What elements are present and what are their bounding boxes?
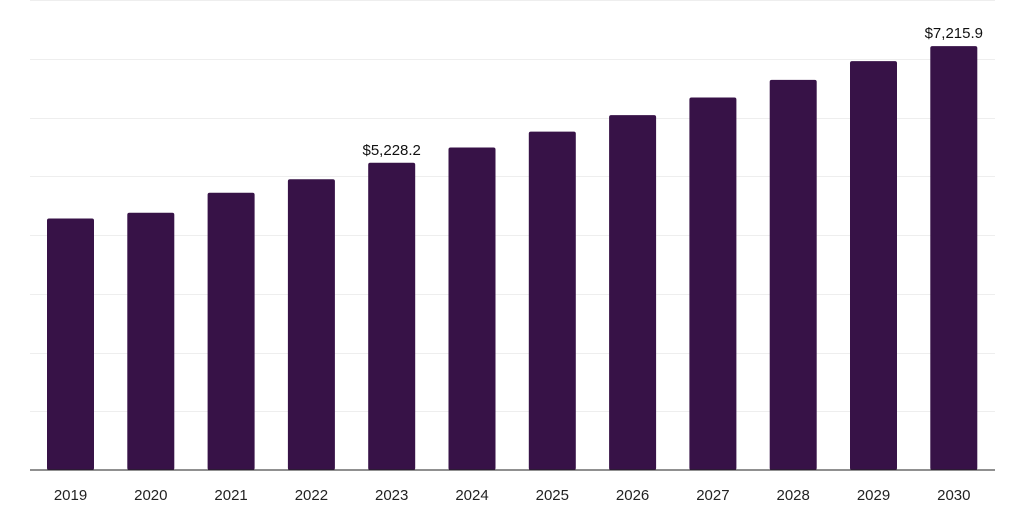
bar-2024 <box>448 147 496 470</box>
bar-2023 <box>368 162 416 471</box>
bars <box>47 46 978 471</box>
x-tick-label: 2028 <box>777 487 810 504</box>
x-tick-label: 2026 <box>616 487 649 504</box>
bar-2030 <box>930 46 978 470</box>
bar-2028 <box>769 79 817 471</box>
x-tick-label: 2021 <box>214 487 247 504</box>
bar-2019 <box>47 218 94 470</box>
x-tick-label: 2027 <box>696 487 729 504</box>
bar-2025 <box>528 131 576 470</box>
x-tick-label: 2025 <box>536 487 569 504</box>
bar-2029 <box>850 61 897 470</box>
data-labels: $5,228.2 $7,215.9 <box>363 25 983 159</box>
bar-2022 <box>287 179 335 470</box>
x-tick-label: 2022 <box>295 487 328 504</box>
x-tick-label: 2030 <box>937 487 970 504</box>
x-tick-label: 2019 <box>54 487 87 504</box>
data-label: $5,228.2 <box>363 142 421 159</box>
x-tick-label: 2029 <box>857 487 890 504</box>
x-axis-ticks: 2019 2020 2021 2022 2023 2024 2025 2026 2027 2028… <box>54 487 971 504</box>
bar-2027 <box>689 97 737 470</box>
x-tick-label: 2024 <box>455 487 488 504</box>
x-tick-label: 2020 <box>134 487 167 504</box>
gridlines <box>30 0 995 412</box>
x-tick-label: 2023 <box>375 487 408 504</box>
bar-2021 <box>207 192 255 470</box>
bar-2026 <box>609 115 657 470</box>
data-label: $7,215.9 <box>925 25 983 42</box>
bar-2020 <box>127 212 175 470</box>
